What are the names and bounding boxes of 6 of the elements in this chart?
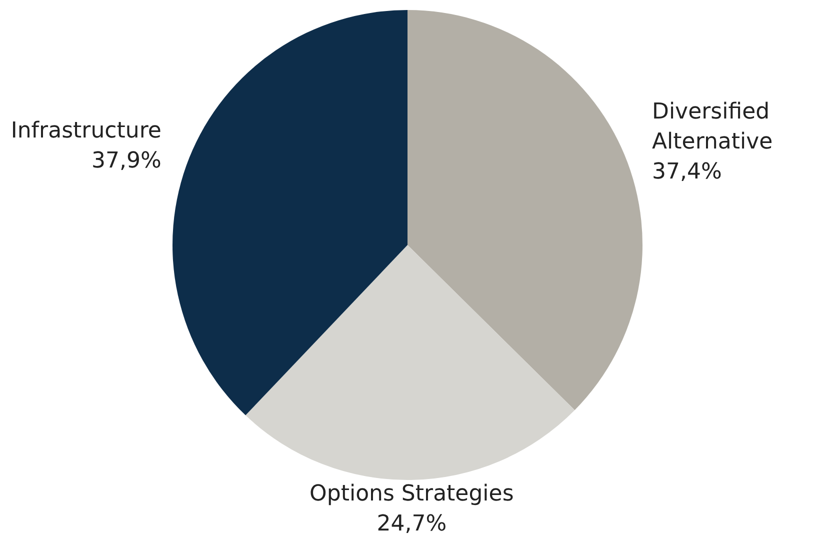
data-label: 24,7%: [376, 512, 447, 537]
slice-label: Diversified Alternative: [652, 100, 773, 155]
data-label: 37,9%: [92, 148, 162, 174]
data-label: 37,4%: [652, 160, 722, 185]
slice-label: Options Strategies: [310, 482, 514, 507]
slice-label: Infrastructure: [10, 118, 162, 144]
